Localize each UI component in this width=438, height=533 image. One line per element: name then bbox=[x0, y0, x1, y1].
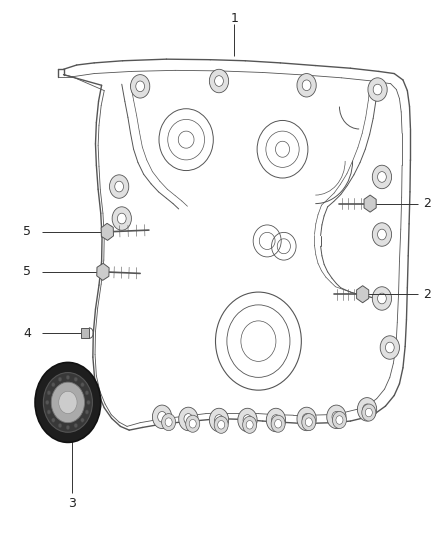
Circle shape bbox=[275, 419, 282, 428]
Circle shape bbox=[51, 382, 85, 423]
Circle shape bbox=[215, 76, 223, 86]
Circle shape bbox=[52, 418, 55, 422]
Circle shape bbox=[214, 416, 228, 433]
Circle shape bbox=[85, 391, 88, 395]
Circle shape bbox=[373, 84, 382, 95]
Circle shape bbox=[327, 405, 346, 429]
Polygon shape bbox=[357, 286, 369, 303]
Circle shape bbox=[357, 398, 377, 421]
Circle shape bbox=[81, 418, 84, 422]
Text: 1: 1 bbox=[230, 12, 238, 25]
Circle shape bbox=[238, 408, 257, 432]
Circle shape bbox=[218, 421, 225, 429]
Circle shape bbox=[365, 408, 372, 417]
Circle shape bbox=[372, 223, 392, 246]
Circle shape bbox=[81, 383, 84, 387]
Circle shape bbox=[372, 287, 392, 310]
Circle shape bbox=[378, 229, 386, 240]
Circle shape bbox=[87, 400, 90, 405]
Circle shape bbox=[162, 414, 176, 431]
Circle shape bbox=[215, 415, 223, 425]
Polygon shape bbox=[101, 223, 113, 240]
Circle shape bbox=[302, 80, 311, 91]
Circle shape bbox=[131, 75, 150, 98]
Circle shape bbox=[378, 172, 386, 182]
Circle shape bbox=[186, 415, 200, 432]
Circle shape bbox=[110, 175, 129, 198]
Circle shape bbox=[272, 415, 280, 425]
Circle shape bbox=[266, 408, 286, 432]
Circle shape bbox=[362, 404, 376, 421]
Circle shape bbox=[179, 407, 198, 431]
Text: 2: 2 bbox=[423, 288, 431, 301]
Circle shape bbox=[35, 362, 101, 442]
Circle shape bbox=[302, 414, 316, 431]
Circle shape bbox=[117, 213, 126, 224]
Circle shape bbox=[332, 411, 341, 422]
Circle shape bbox=[112, 207, 131, 230]
Circle shape bbox=[52, 383, 55, 387]
Circle shape bbox=[59, 391, 77, 414]
Circle shape bbox=[332, 411, 346, 429]
Circle shape bbox=[368, 78, 387, 101]
Circle shape bbox=[209, 69, 229, 93]
Circle shape bbox=[380, 336, 399, 359]
Bar bbox=[81, 328, 89, 338]
Circle shape bbox=[158, 411, 166, 422]
Circle shape bbox=[58, 423, 62, 427]
Circle shape bbox=[243, 416, 257, 433]
Circle shape bbox=[43, 373, 92, 432]
Circle shape bbox=[189, 419, 196, 428]
Text: 3: 3 bbox=[68, 497, 76, 510]
Circle shape bbox=[297, 74, 316, 97]
Circle shape bbox=[385, 342, 394, 353]
Circle shape bbox=[66, 425, 70, 430]
Text: 4: 4 bbox=[23, 327, 31, 340]
Circle shape bbox=[363, 404, 371, 415]
Circle shape bbox=[243, 415, 252, 425]
Circle shape bbox=[209, 408, 229, 432]
Circle shape bbox=[246, 421, 253, 429]
Circle shape bbox=[115, 181, 124, 192]
Circle shape bbox=[85, 410, 88, 414]
Text: 5: 5 bbox=[23, 225, 31, 238]
Circle shape bbox=[74, 423, 78, 427]
Circle shape bbox=[271, 415, 285, 432]
Circle shape bbox=[165, 418, 172, 426]
Circle shape bbox=[297, 407, 316, 431]
Circle shape bbox=[302, 414, 311, 424]
Circle shape bbox=[58, 377, 62, 382]
Text: 5: 5 bbox=[23, 265, 31, 278]
Circle shape bbox=[136, 81, 145, 92]
Circle shape bbox=[74, 377, 78, 382]
Circle shape bbox=[336, 416, 343, 424]
Polygon shape bbox=[97, 263, 109, 280]
Circle shape bbox=[152, 405, 172, 429]
Circle shape bbox=[378, 293, 386, 304]
Circle shape bbox=[66, 375, 70, 379]
Circle shape bbox=[47, 410, 51, 414]
Circle shape bbox=[305, 418, 312, 426]
Polygon shape bbox=[364, 195, 376, 212]
Circle shape bbox=[46, 400, 49, 405]
Circle shape bbox=[184, 414, 193, 424]
Circle shape bbox=[47, 391, 51, 395]
Circle shape bbox=[372, 165, 392, 189]
Text: 2: 2 bbox=[423, 197, 431, 210]
